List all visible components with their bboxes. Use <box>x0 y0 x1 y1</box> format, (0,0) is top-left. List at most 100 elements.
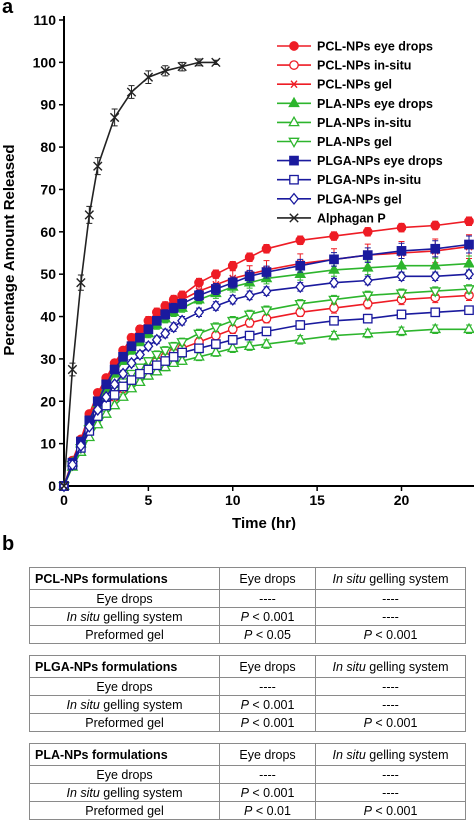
data-point <box>100 407 112 418</box>
data-point <box>160 309 171 320</box>
cell-in-situ: ---- <box>315 765 466 784</box>
series-7 <box>59 305 474 491</box>
table-row: In situ gelling system P < 0.001 ---- <box>29 695 466 714</box>
data-point <box>294 267 307 279</box>
data-point <box>143 72 154 82</box>
cell-in-situ: P < 0.001 <box>315 713 466 732</box>
y-tick-label: 90 <box>40 97 56 113</box>
legend-marker <box>288 137 300 149</box>
y-axis-label: Percentage Amount Released <box>1 144 18 355</box>
data-point <box>243 339 256 351</box>
legend-label: PLGA-NPs gel <box>317 192 402 206</box>
data-point <box>261 243 272 254</box>
legend-label: Alphagan P <box>317 211 386 225</box>
col-header-eye-drops: Eye drops <box>219 567 316 590</box>
data-point <box>134 375 146 387</box>
data-point <box>429 322 442 334</box>
legend-marker <box>289 213 299 223</box>
chart-axes: 01020304050607080901001100510152025 <box>33 12 474 508</box>
cell-eye-drops: ---- <box>219 589 316 608</box>
data-point <box>109 390 120 400</box>
data-point <box>463 322 474 334</box>
series-9 <box>59 57 221 491</box>
data-point <box>126 356 137 370</box>
data-point <box>76 277 86 288</box>
cell-eye-drops: ---- <box>219 677 316 696</box>
data-point <box>108 398 121 410</box>
data-point <box>126 87 137 97</box>
table-row: Preformed gel P < 0.001 P < 0.001 <box>29 713 466 732</box>
row-label: Preformed gel <box>29 713 220 732</box>
data-point <box>84 210 95 220</box>
data-point <box>328 263 340 274</box>
data-point <box>142 357 155 368</box>
data-point <box>151 315 162 326</box>
data-point <box>194 343 204 354</box>
legend-marker <box>288 96 300 108</box>
table-row: Eye drops ---- ---- <box>29 677 466 696</box>
legend-entry: PLA-NPs gel <box>277 135 392 149</box>
data-point <box>177 61 187 72</box>
data-point <box>463 267 474 281</box>
row-label: Preformed gel <box>29 801 220 820</box>
series-8 <box>58 267 474 493</box>
table-row: Preformed gel P < 0.01 P < 0.001 <box>29 801 466 820</box>
data-point <box>396 222 407 233</box>
data-point <box>395 289 408 300</box>
series-layer <box>58 57 474 493</box>
data-point <box>362 274 373 287</box>
data-point <box>143 364 154 375</box>
y-tick-label: 70 <box>40 181 56 197</box>
data-point <box>177 347 187 358</box>
data-point <box>168 320 179 334</box>
legend-marker <box>289 60 299 70</box>
data-point <box>362 313 373 324</box>
legend-label: PLA-NPs eye drops <box>317 97 433 111</box>
cell-eye-drops: P < 0.001 <box>219 607 316 626</box>
data-point <box>177 314 188 328</box>
data-point <box>226 316 239 328</box>
data-point <box>430 220 441 231</box>
cell-eye-drops: P < 0.001 <box>219 713 316 732</box>
data-point <box>294 299 307 311</box>
data-point <box>67 458 78 472</box>
table-title: PLA-NPs formulations <box>29 743 220 766</box>
data-point <box>151 365 163 376</box>
data-point <box>159 346 172 357</box>
table-row: In situ gelling system P < 0.001 ---- <box>29 607 466 626</box>
data-point <box>177 298 187 309</box>
data-point <box>463 257 474 268</box>
data-point <box>134 348 145 361</box>
data-point <box>211 339 221 349</box>
x-axis-label: Time (hr) <box>232 515 296 530</box>
legend-marker <box>288 115 300 127</box>
data-point <box>396 246 407 256</box>
data-point <box>261 284 272 298</box>
data-point <box>125 369 138 381</box>
data-point <box>160 327 171 340</box>
data-point <box>168 303 179 313</box>
cell-in-situ: ---- <box>315 677 466 696</box>
y-tick-label: 100 <box>33 54 57 70</box>
legend-marker <box>289 80 299 89</box>
data-point <box>464 305 474 316</box>
data-point <box>167 342 180 353</box>
data-point <box>193 306 205 319</box>
cell-eye-drops: P < 0.001 <box>219 695 316 714</box>
legend-label: PLA-NPs in-situ <box>317 116 411 130</box>
table-header-row: PLA-NPs formulations Eye drops In situ g… <box>29 743 466 766</box>
data-point <box>295 320 306 330</box>
data-point <box>463 285 474 296</box>
data-point <box>143 339 154 353</box>
col-header-in-situ: In situ gelling system <box>315 567 466 590</box>
data-point <box>135 332 145 343</box>
data-point <box>91 418 104 429</box>
data-point <box>260 337 273 348</box>
data-point <box>227 277 238 288</box>
y-tick-label: 10 <box>40 436 56 452</box>
table-title: PCL-NPs formulations <box>29 567 220 590</box>
legend-entry: PCL-NPs in-situ <box>277 59 411 73</box>
data-point <box>176 338 188 349</box>
data-point <box>361 291 374 302</box>
data-point <box>329 231 339 241</box>
